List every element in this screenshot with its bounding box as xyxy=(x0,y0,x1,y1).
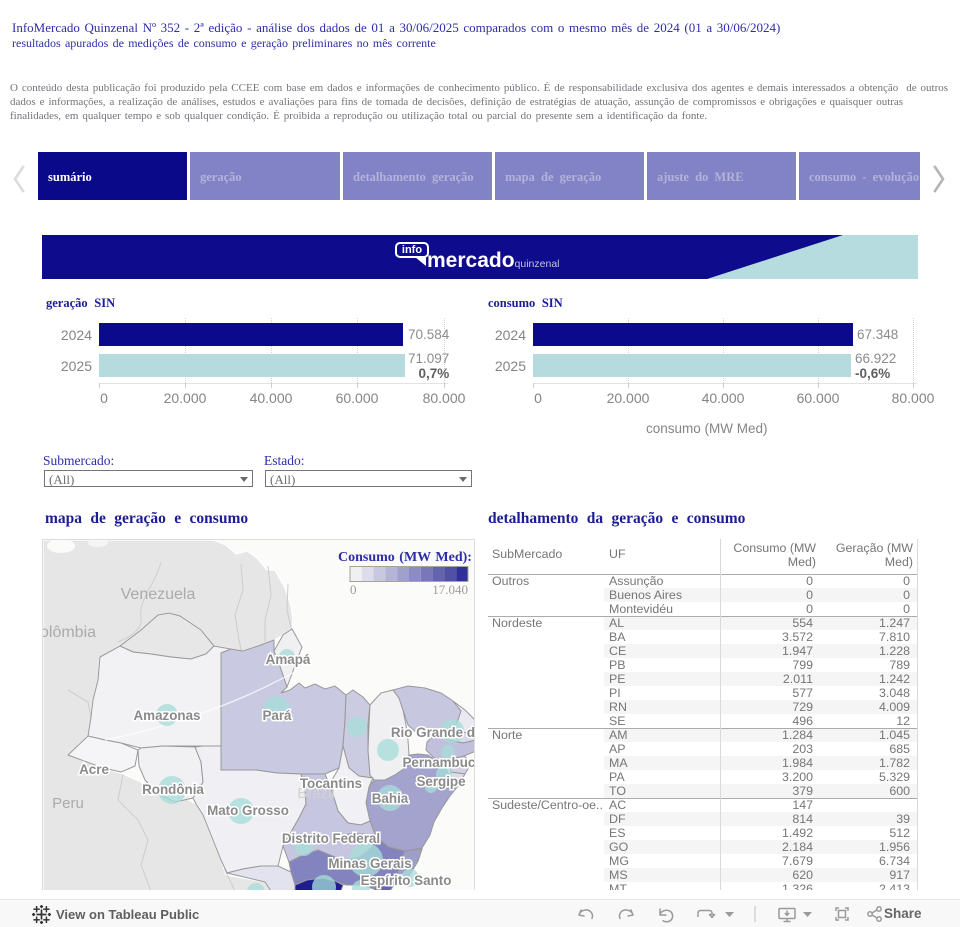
svg-text:Brazil: Brazil xyxy=(297,785,335,802)
svg-text:17.040: 17.040 xyxy=(432,582,468,597)
svg-text:Mato Grosso: Mato Grosso xyxy=(207,803,289,818)
svg-text:Consumo (MW Med):: Consumo (MW Med): xyxy=(338,550,472,565)
svg-text:Pernambuco: Pernambuco xyxy=(402,755,475,770)
svg-text:Tocantins: Tocantins xyxy=(300,776,362,791)
svg-text:Bahia: Bahia xyxy=(372,791,409,806)
svg-text:Pará: Pará xyxy=(262,708,292,723)
svg-text:olômbia: olômbia xyxy=(43,624,96,641)
svg-text:Sergipe: Sergipe xyxy=(416,774,465,789)
svg-text:Rondônia: Rondônia xyxy=(142,782,204,797)
svg-text:Peru: Peru xyxy=(52,795,84,812)
svg-text:0: 0 xyxy=(350,582,357,597)
svg-text:Amapá: Amapá xyxy=(266,652,311,667)
svg-text:Rio Grande do: Rio Grande do xyxy=(391,725,475,740)
svg-text:Venezuela: Venezuela xyxy=(121,586,196,603)
svg-text:Distrito Federal: Distrito Federal xyxy=(282,831,380,846)
svg-text:Minas Gerais: Minas Gerais xyxy=(328,856,411,871)
svg-text:Amazonas: Amazonas xyxy=(134,708,201,723)
svg-text:Acre: Acre xyxy=(79,762,109,777)
svg-text:Espírito Santo: Espírito Santo xyxy=(361,873,452,888)
